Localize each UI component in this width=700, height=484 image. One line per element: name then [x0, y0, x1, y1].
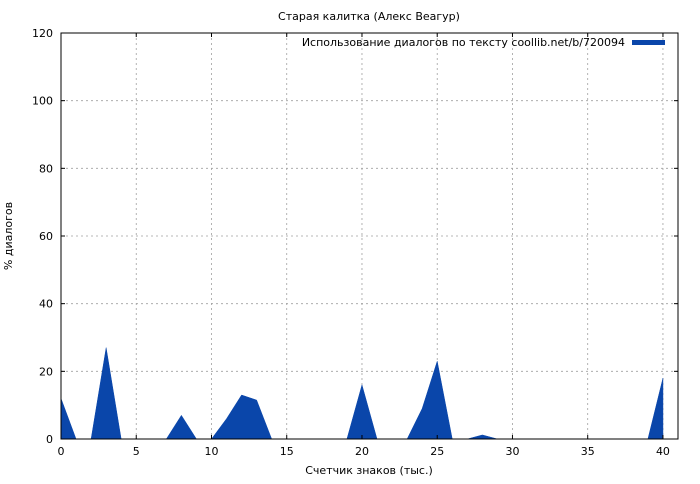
y-tick-label: 20 [39, 365, 53, 378]
x-tick-label: 5 [133, 445, 140, 458]
y-tick-label: 80 [39, 162, 53, 175]
plot-area [60, 347, 664, 440]
series-area [60, 347, 664, 440]
y-axis-label: % диалогов [2, 202, 15, 270]
y-tick-label: 120 [32, 27, 53, 40]
x-tick-label: 25 [430, 445, 444, 458]
y-tick-label: 0 [46, 433, 53, 446]
x-axis-label: Счетчик знаков (тыс.) [305, 464, 433, 477]
legend: Использование диалогов по тексту coollib… [302, 36, 665, 49]
y-tick-label: 60 [39, 230, 53, 243]
x-tick-label: 20 [355, 445, 369, 458]
legend-label: Использование диалогов по тексту coollib… [302, 36, 625, 49]
y-tick-label: 40 [39, 298, 53, 311]
x-tick-label: 35 [581, 445, 595, 458]
plot-frame [60, 32, 679, 440]
axis-ticks: 0 5 10 15 20 25 30 35 40 0 20 40 60 80 100 120 [32, 27, 678, 458]
x-tick-label: 0 [58, 445, 65, 458]
y-tick-label: 100 [32, 95, 53, 108]
x-tick-label: 10 [204, 445, 218, 458]
chart-title: Старая калитка (Алекс Веагур) [278, 10, 460, 23]
x-tick-label: 15 [280, 445, 294, 458]
x-tick-label: 30 [505, 445, 519, 458]
grid [61, 33, 678, 439]
legend-swatch [632, 40, 665, 45]
x-tick-label: 40 [656, 445, 670, 458]
